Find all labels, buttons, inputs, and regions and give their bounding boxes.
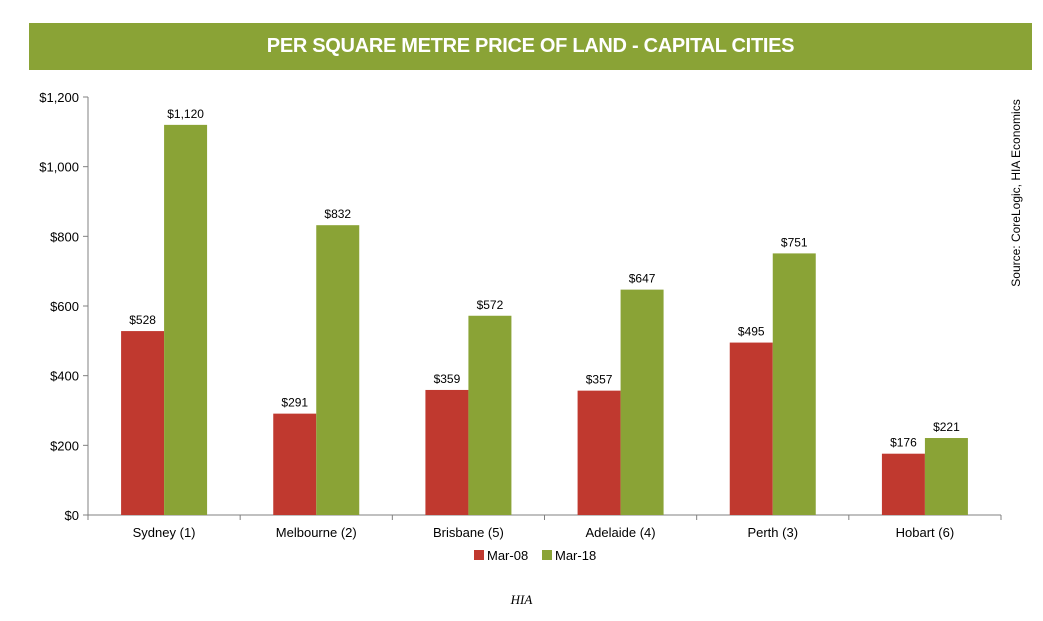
bar-mar-18	[772, 253, 816, 515]
legend-swatch	[474, 550, 484, 560]
data-label: $495	[738, 325, 765, 339]
y-tick-label: $1,000	[39, 160, 79, 175]
data-label: $751	[781, 235, 808, 249]
x-tick-label: Hobart (6)	[896, 525, 955, 540]
legend-swatch	[542, 550, 552, 560]
x-tick-label: Adelaide (4)	[586, 525, 656, 540]
y-tick-label: $1,200	[39, 90, 79, 105]
bar-mar-08	[273, 413, 317, 515]
x-tick-label: Brisbane (5)	[433, 525, 504, 540]
data-label: $832	[324, 207, 351, 221]
chart-title: PER SQUARE METRE PRICE OF LAND - CAPITAL…	[29, 23, 1032, 70]
data-label: $359	[434, 372, 461, 386]
data-label: $572	[477, 298, 504, 312]
bar-mar-18	[164, 124, 208, 515]
bar-mar-08	[577, 390, 621, 515]
bar-mar-08	[425, 389, 469, 515]
bar-mar-08	[881, 453, 925, 515]
data-label: $1,120	[167, 107, 204, 121]
x-tick-label: Sydney (1)	[133, 525, 196, 540]
y-tick-label: $400	[50, 369, 79, 384]
bar-mar-08	[729, 342, 773, 515]
data-label: $221	[933, 420, 960, 434]
bar-mar-18	[316, 225, 360, 516]
y-tick-label: $0	[65, 508, 79, 523]
chart-labels: $528 $1,120 $291 $832 $359 $572 $357 $647 $495 $7…	[129, 107, 960, 450]
legend-label: Mar-08	[487, 548, 528, 563]
chart-bars	[121, 124, 968, 516]
chart-legend: Mar-08 Mar-18	[474, 548, 596, 563]
bar-mar-18	[620, 289, 664, 515]
y-tick-label: $600	[50, 299, 79, 314]
bar-mar-18	[468, 315, 512, 515]
y-tick-label: $200	[50, 438, 79, 453]
data-label: $176	[890, 436, 917, 450]
source-note: Source: CoreLogic, HIA Economics	[1009, 99, 1023, 287]
x-tick-label: Perth (3)	[747, 525, 798, 540]
data-label: $647	[629, 272, 656, 286]
data-label: $357	[586, 373, 613, 387]
bar-mar-08	[121, 331, 165, 515]
chart-axes: $0 $200 $400 $600 $800 $1,000 $1,200 Sydney (1)…	[39, 90, 1002, 540]
figure-caption: HIA	[510, 592, 533, 607]
data-label: $291	[281, 396, 308, 410]
data-label: $528	[129, 313, 156, 327]
x-tick-label: Melbourne (2)	[276, 525, 357, 540]
y-tick-label: $800	[50, 229, 79, 244]
legend-label: Mar-18	[555, 548, 596, 563]
bar-mar-18	[924, 438, 968, 515]
